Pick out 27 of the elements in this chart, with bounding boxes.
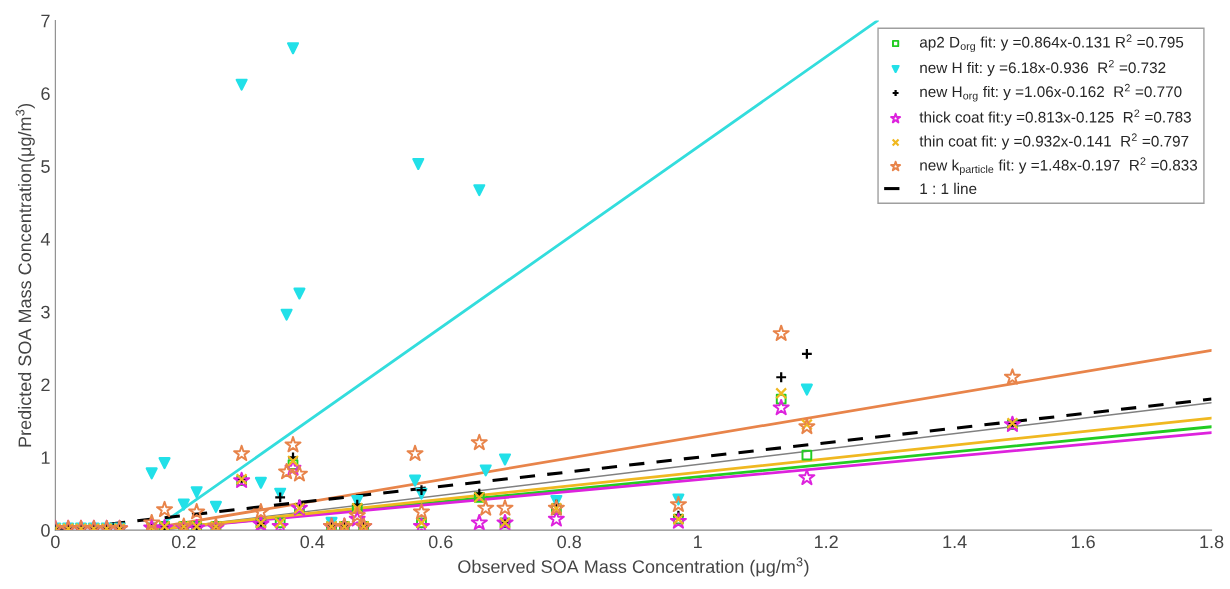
y-tick-label: 2 — [41, 378, 50, 392]
legend-label: 1 : 1 line — [920, 182, 977, 195]
y-tick-label: 3 — [41, 305, 50, 319]
legend-label: ap2 D$_{org}$ fit: y =0.864x-0.131 R$^{2}$ =0.795 — [919, 34, 1184, 53]
y-tick-label: 0 — [41, 524, 50, 537]
y-tick-label: 6 — [41, 87, 50, 101]
x-tick-label: 1.4 — [943, 535, 967, 549]
y-tick-label: 7 — [41, 14, 50, 28]
legend-label: new H$_{org}$ fit: y =1.06x-0.162 R$^{2}$ =0.770 — [920, 83, 1182, 102]
x-tick-label: 1 — [694, 535, 702, 549]
y-tick-label: 1 — [41, 451, 50, 464]
x-tick-label: 0 — [51, 535, 60, 549]
legend-label: new k$_{particle}$ fit: y =1.48x-0.197 R$^{2}$ =0.833 — [920, 157, 1198, 176]
x-tick-label: 0.4 — [300, 535, 325, 549]
x-tick-label: 0.6 — [428, 535, 453, 549]
x-tick-label: 0.2 — [171, 535, 196, 549]
y-tick-label: 5 — [41, 160, 50, 173]
x-tick-label: 1.2 — [814, 535, 838, 549]
legend-label: new H fit: y =6.18x-0.936 R$^{2}$ =0.732 — [920, 59, 1166, 77]
x-tick-label: 1.6 — [1071, 535, 1095, 549]
x-tick-label: 1.8 — [1200, 535, 1224, 549]
x-tick-label: 0.8 — [557, 535, 581, 549]
y-axis-title: Predicted SOA Mass Concentration(μg/m$^{3}$) — [15, 103, 35, 447]
y-tick-label: 4 — [40, 233, 50, 246]
x-axis-title: Observed SOA Mass Concentration (μg/m$^{3}$) — [458, 557, 809, 577]
legend-label: thin coat fit: y =0.932x-0.141 R$^{2}$ =0.797 — [919, 133, 1189, 150]
legend-label: thick coat fit:y =0.813x-0.125 R$^{2}$ =0.783 — [919, 109, 1191, 126]
